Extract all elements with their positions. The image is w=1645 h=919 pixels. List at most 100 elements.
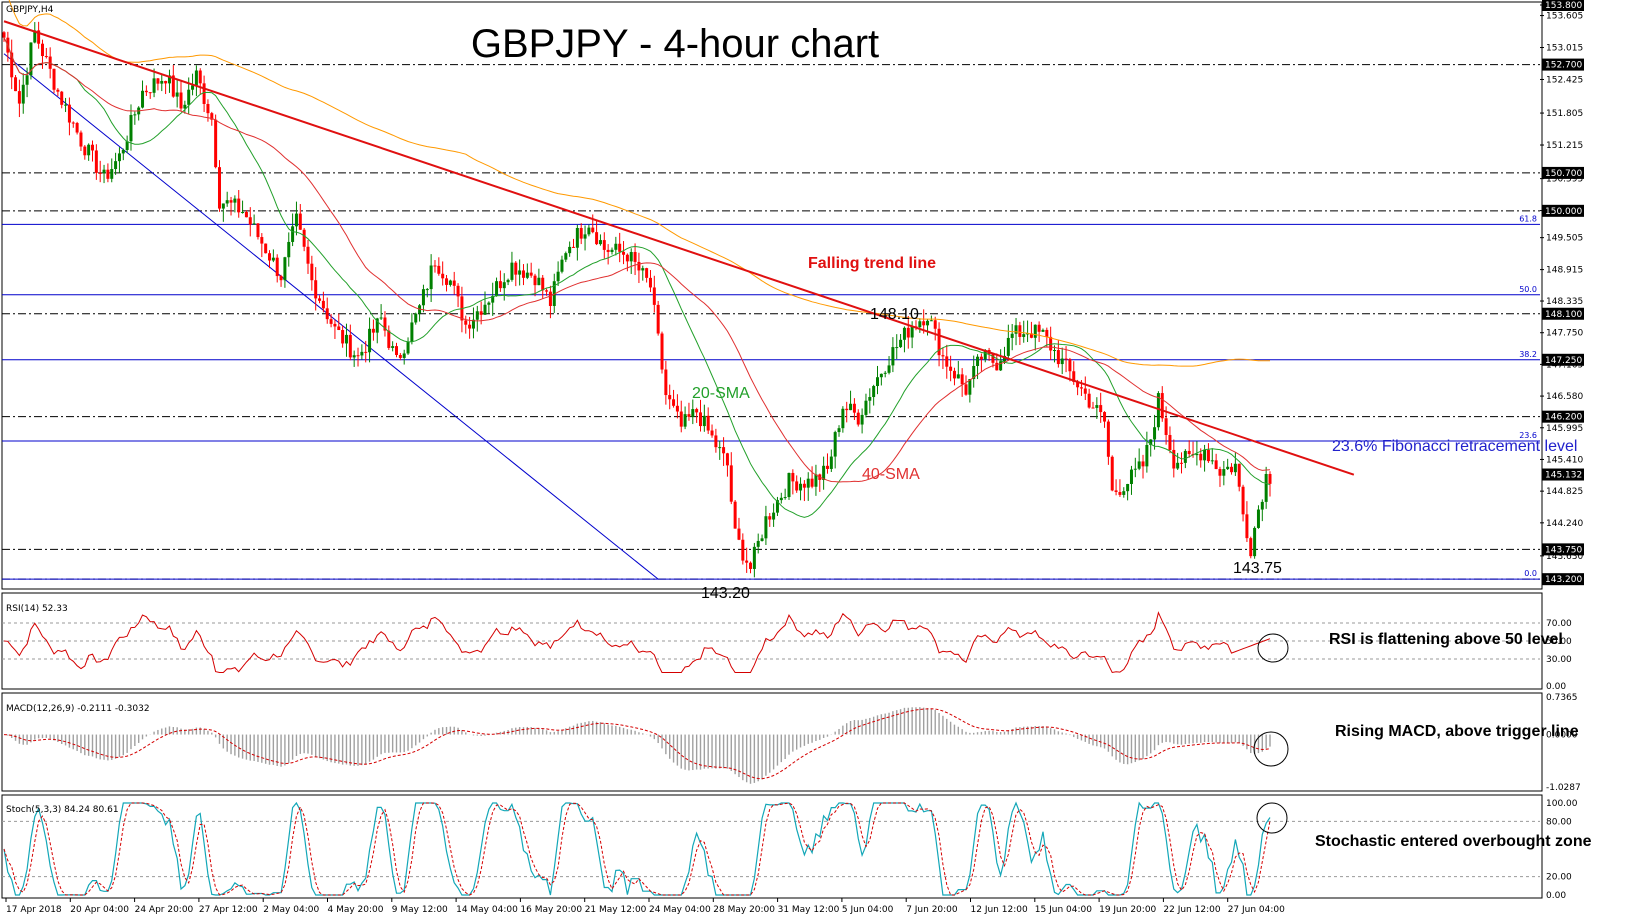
candle-body [260,237,264,244]
candle-body [514,262,518,275]
candle-body [410,322,414,342]
candle-body [252,223,256,225]
candle-body [706,415,710,431]
price-tag-label: 147.250 [1545,356,1582,366]
candle-body [906,327,910,338]
price-tag [1542,353,1584,366]
candle-body [1156,393,1160,428]
candle-body [810,478,814,487]
candle-body [976,356,980,366]
candle-body [964,384,968,395]
candle-body [572,246,576,248]
candle-body [1176,462,1180,469]
price-tag-label: 143.200 [1545,575,1582,585]
time-tick-label: 24 May 04:00 [649,905,711,915]
rsi-label: RSI(14) 52.33 [6,604,68,614]
price-tick-label: 144.240 [1546,519,1583,529]
candle-body [929,320,933,322]
rsi-line [3,611,1271,674]
candle-body [656,304,660,334]
candle-body [75,123,79,133]
candle-body [437,265,441,274]
candle-body [625,254,629,262]
candle-body [1199,453,1203,461]
candle-body [221,203,225,209]
candle-body [1164,418,1168,435]
macd-tick-label: -1.0287 [1546,783,1581,793]
candle-body [1029,333,1033,338]
candle-body [999,361,1003,371]
candle-body [52,68,56,90]
candle-body [117,153,121,162]
candle-body [325,308,329,320]
price-tag-label: 143.750 [1545,545,1582,555]
candle-body [941,355,945,357]
candle-body [749,562,753,569]
candle-body [668,395,672,400]
rsi-note: RSI is flattening above 50 level [1329,631,1563,648]
candle-body [1206,449,1210,462]
candle-body [891,347,895,366]
candle-body [14,77,18,92]
candle-body [421,289,425,306]
price-tick-label: 143.630 [1546,552,1583,562]
candle-body [383,317,387,331]
candle-body [152,78,156,93]
candle-body [675,405,679,412]
candle-body [110,169,114,179]
candle-body [979,356,983,360]
candle-body [402,353,406,358]
price-tag-label: 148.100 [1545,310,1582,320]
candle-body [660,333,664,370]
price-tick-label: 151.215 [1546,141,1583,151]
candle-body [191,85,195,90]
candle-body [468,324,472,329]
candle-body [102,169,106,174]
candle-body [352,355,356,358]
candle-body [1106,421,1110,457]
price-tick-label: 146.580 [1546,392,1583,402]
candle-body [595,232,599,245]
price-tick-label: 145.410 [1546,455,1583,465]
candle-body [1095,405,1099,408]
macd-signal-line [3,708,1271,780]
price-tick-label: 148.335 [1546,297,1583,307]
candle-body [741,539,745,561]
candle-body [1210,460,1214,462]
candle-body [56,89,60,92]
candle-body [598,240,602,245]
candle-body [1253,527,1257,557]
candle-body [1256,509,1260,528]
candle-body [214,119,218,168]
candle-body [129,114,133,142]
candle-body [710,430,714,436]
candle-body [606,249,610,252]
candle-body [371,328,375,333]
candle-body [25,75,29,85]
candle-body [791,472,795,482]
candle-body [479,311,483,315]
candle-body [583,234,587,239]
candle-body [33,30,37,43]
candle-body [94,150,98,173]
price-tag-label: 145.132 [1545,471,1582,481]
candle-body [398,354,402,358]
candle-body [1218,469,1222,476]
candle-body [498,281,502,289]
candle-body [783,497,787,499]
candle-body [802,483,806,488]
macd-tick-label: 0.0000 [1546,731,1578,741]
candle-body [391,346,395,348]
candle-body [202,83,206,104]
falling-trend-line [3,20,1355,476]
candle-body [876,377,880,387]
candle-body [244,212,248,218]
time-tick-label: 21 May 12:00 [585,905,647,915]
candle-body [1203,449,1207,461]
price-tag-label: 150.700 [1545,169,1582,179]
macd-label: MACD(12,26,9) -0.2111 -0.3032 [6,704,150,714]
candle-body [17,91,21,104]
candle-body [1056,350,1060,365]
candle-body [67,104,71,123]
candle-body [825,465,829,469]
